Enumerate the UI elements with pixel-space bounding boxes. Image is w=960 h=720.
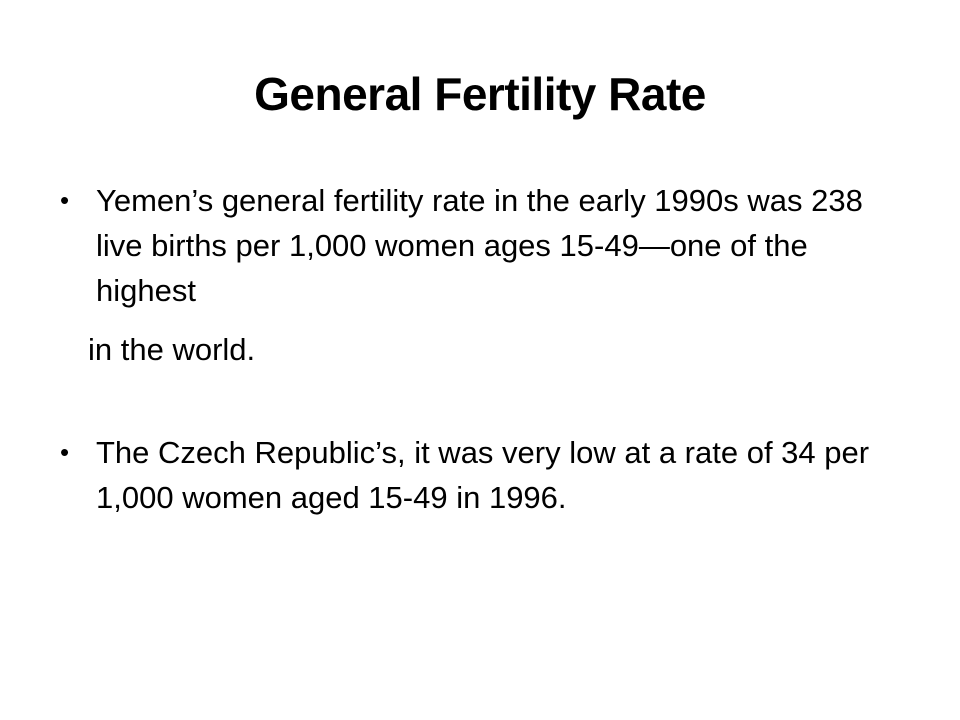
bullet-text-czech: The Czech Republic’s, it was very low at… [96,435,870,515]
bullet-item-yemen: • Yemen’s general fertility rate in the … [60,178,910,313]
bullet-icon: • [60,185,70,215]
bullet-text-yemen: Yemen’s general fertility rate in the ea… [96,183,863,308]
bullet-item-czech: • The Czech Republic’s, it was very low … [60,430,910,520]
bullet-list: • Yemen’s general fertility rate in the … [60,178,910,520]
slide-title: General Fertility Rate [254,68,706,120]
bullet-icon: • [60,437,70,467]
bullet-continuation: in the world. [88,332,256,367]
empty-line [60,372,910,430]
